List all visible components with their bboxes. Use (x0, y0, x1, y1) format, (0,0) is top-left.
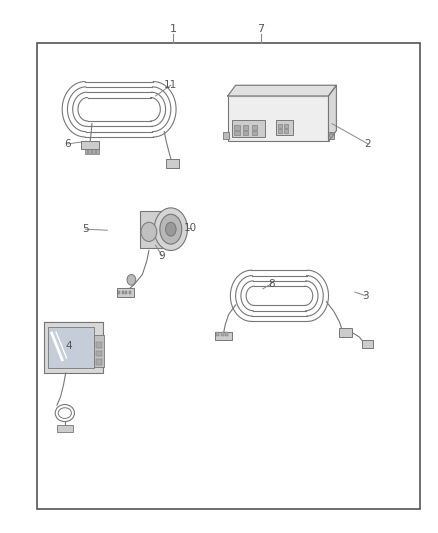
Bar (252, 125, 257, 130)
Ellipse shape (166, 222, 176, 236)
Text: 10: 10 (184, 223, 197, 233)
Ellipse shape (160, 214, 182, 244)
Bar (117, 288, 134, 297)
Bar (92, 149, 95, 154)
Text: 3: 3 (362, 291, 369, 301)
Polygon shape (328, 85, 336, 141)
Bar (221, 332, 224, 336)
Bar (96, 359, 102, 365)
Bar (362, 340, 373, 348)
Text: 4: 4 (66, 342, 73, 351)
Bar (94, 335, 104, 367)
Text: 9: 9 (159, 251, 166, 261)
Bar (278, 124, 282, 128)
Bar (215, 332, 232, 340)
Bar (339, 328, 352, 337)
Bar (225, 332, 228, 336)
Bar (228, 96, 328, 141)
Bar (118, 291, 120, 294)
Bar (223, 132, 229, 139)
Bar (85, 149, 87, 154)
Text: 8: 8 (268, 279, 275, 288)
Bar (166, 159, 179, 168)
Bar (284, 124, 288, 128)
Bar (216, 332, 219, 336)
Bar (96, 351, 102, 356)
Text: 6: 6 (64, 139, 71, 149)
Text: 2: 2 (364, 139, 371, 149)
Bar (122, 291, 124, 294)
Bar (44, 322, 103, 373)
Bar (125, 291, 127, 294)
Bar (96, 342, 102, 348)
Bar (276, 120, 293, 135)
Bar (252, 131, 257, 135)
Ellipse shape (154, 208, 187, 251)
Bar (96, 149, 99, 154)
Bar (88, 149, 91, 154)
Ellipse shape (55, 405, 74, 422)
Bar (284, 129, 288, 133)
Text: 1: 1 (170, 25, 177, 34)
Bar (57, 425, 73, 432)
Text: 7: 7 (257, 25, 264, 34)
Ellipse shape (58, 408, 71, 418)
Bar (232, 120, 265, 137)
Bar (81, 141, 99, 149)
Ellipse shape (127, 274, 136, 285)
Ellipse shape (141, 222, 157, 241)
Bar (278, 129, 282, 133)
Bar (234, 125, 240, 130)
Bar (243, 125, 248, 130)
Bar (243, 131, 248, 135)
Polygon shape (228, 85, 336, 96)
Bar (234, 131, 240, 135)
Bar (140, 211, 164, 248)
Bar (129, 291, 131, 294)
Bar (37, 43, 420, 509)
Bar (328, 132, 334, 139)
Ellipse shape (329, 133, 333, 138)
Text: 11: 11 (164, 80, 177, 90)
Bar (48, 327, 94, 368)
Text: 5: 5 (82, 224, 89, 234)
